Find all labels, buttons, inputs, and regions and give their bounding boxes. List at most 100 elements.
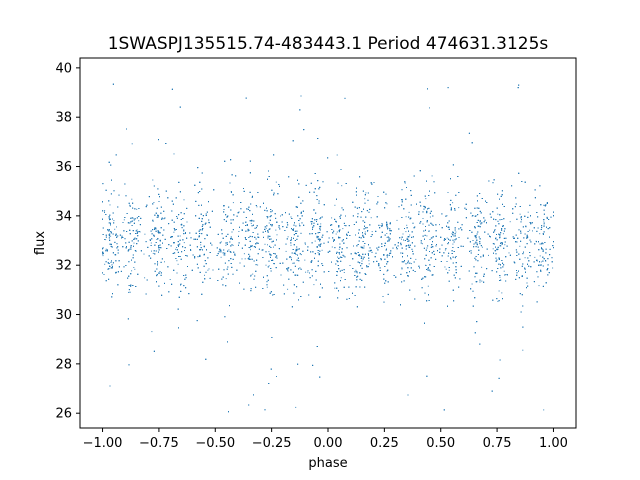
data-point (250, 274, 252, 276)
data-point (426, 235, 428, 237)
data-point (429, 216, 431, 218)
data-point (138, 220, 140, 222)
data-point (319, 244, 321, 246)
data-point (150, 242, 152, 244)
data-point (447, 192, 449, 193)
data-point (331, 246, 333, 248)
data-point (304, 243, 306, 245)
data-point (305, 271, 307, 273)
data-point (509, 221, 511, 223)
data-point (208, 268, 210, 270)
data-point (176, 247, 178, 248)
data-point (183, 242, 185, 244)
data-point (225, 244, 227, 246)
data-point (268, 265, 270, 267)
data-point (131, 143, 133, 145)
data-point (422, 218, 424, 219)
data-point (116, 226, 117, 228)
data-point (519, 245, 521, 247)
data-point (144, 233, 146, 235)
data-point (156, 239, 158, 240)
data-point (267, 244, 268, 246)
data-point (300, 254, 302, 256)
data-point (410, 263, 412, 265)
data-point (112, 267, 113, 269)
data-point (338, 248, 340, 250)
data-point (522, 349, 524, 351)
data-point (481, 246, 483, 248)
data-point (131, 198, 133, 200)
data-point (298, 223, 300, 225)
data-point (335, 233, 337, 235)
data-point (266, 217, 268, 219)
data-point (527, 211, 529, 213)
data-point (540, 261, 542, 263)
data-point (241, 258, 243, 260)
data-point (276, 376, 277, 377)
data-point (368, 263, 370, 265)
data-point (452, 202, 454, 204)
data-point (285, 250, 287, 252)
data-point (136, 229, 138, 231)
data-point (427, 285, 429, 287)
data-point (250, 249, 251, 251)
data-point (497, 213, 499, 215)
data-point (156, 216, 158, 218)
data-point (287, 270, 289, 272)
data-point (320, 223, 322, 225)
data-point (524, 257, 526, 259)
data-point (133, 267, 135, 268)
data-point (177, 263, 179, 265)
data-point (265, 264, 267, 266)
data-point (151, 250, 152, 252)
data-point (143, 253, 145, 255)
data-point (401, 267, 403, 269)
data-point (273, 246, 274, 248)
data-point (448, 269, 450, 271)
data-point (113, 220, 115, 222)
data-point (199, 249, 201, 251)
data-point (498, 290, 500, 292)
data-point (144, 277, 146, 279)
data-point (425, 198, 427, 200)
data-point (497, 300, 499, 302)
data-point (151, 331, 153, 333)
data-point (134, 268, 136, 270)
data-point (204, 274, 205, 276)
data-points (102, 83, 554, 413)
data-point (264, 243, 266, 245)
data-point (292, 229, 293, 231)
data-point (173, 153, 175, 155)
data-point (444, 266, 446, 268)
data-point (275, 181, 277, 183)
data-point (243, 253, 245, 255)
data-point (492, 248, 494, 250)
data-point (401, 238, 402, 240)
data-point (444, 249, 446, 251)
data-point (244, 258, 246, 260)
data-point (159, 272, 161, 274)
data-point (386, 233, 388, 234)
data-point (334, 287, 336, 289)
data-point (386, 236, 388, 238)
data-point (471, 283, 473, 285)
data-point (344, 225, 346, 226)
data-point (276, 234, 278, 236)
data-point (136, 208, 138, 210)
data-point (452, 243, 454, 245)
data-point (552, 267, 554, 269)
data-point (207, 269, 209, 271)
data-point (386, 203, 388, 205)
data-point (104, 263, 106, 265)
data-point (532, 230, 533, 232)
data-point (349, 265, 351, 266)
data-point (471, 215, 473, 217)
data-point (268, 251, 270, 253)
data-point (249, 247, 251, 249)
data-point (508, 252, 510, 254)
data-point (186, 221, 188, 223)
data-point (499, 234, 501, 236)
data-point (337, 256, 338, 258)
data-point (343, 272, 345, 273)
data-point (446, 215, 448, 217)
